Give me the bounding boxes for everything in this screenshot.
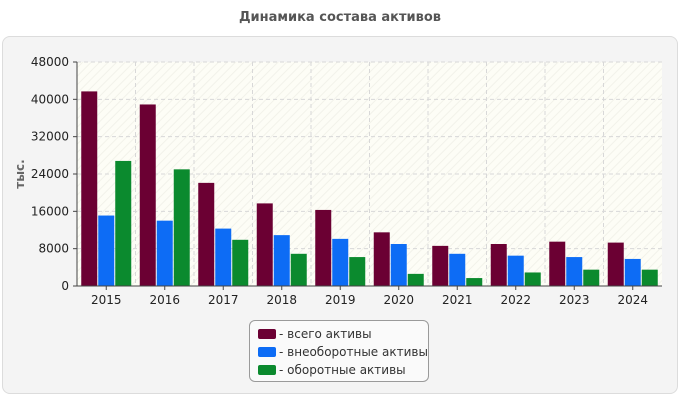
bar-2021-series-0 xyxy=(432,245,449,286)
bar-2022-series-1 xyxy=(507,255,524,286)
bar-2018-series-0 xyxy=(256,203,273,286)
y-tick-label: 40000 xyxy=(31,92,69,106)
bar-2022-series-2 xyxy=(524,272,541,286)
bar-2019-series-0 xyxy=(315,209,332,286)
bar-2015-series-2 xyxy=(115,160,132,286)
x-tick-label: 2024 xyxy=(617,293,648,307)
bar-2017-series-0 xyxy=(198,182,215,286)
bar-2020-series-1 xyxy=(390,244,407,286)
bar-2018-series-2 xyxy=(290,253,307,286)
y-axis-label: тыс. xyxy=(13,159,27,188)
bar-2018-series-1 xyxy=(273,235,290,286)
bar-2024-series-2 xyxy=(641,269,658,286)
bar-2017-series-1 xyxy=(215,228,232,286)
bar-2015-series-0 xyxy=(81,91,98,287)
y-tick-label: 32000 xyxy=(31,130,69,144)
bar-2016-series-0 xyxy=(139,104,156,286)
y-tick-label: 8000 xyxy=(38,242,69,256)
bar-2023-series-1 xyxy=(566,257,583,286)
y-tick-label: 16000 xyxy=(31,204,69,218)
bar-2020-series-0 xyxy=(373,232,390,286)
y-tick-label: 48000 xyxy=(31,55,69,69)
bar-2021-series-1 xyxy=(449,253,466,286)
x-tick-label: 2016 xyxy=(149,293,180,307)
x-tick-label: 2019 xyxy=(325,293,356,307)
bar-2020-series-2 xyxy=(407,273,424,286)
y-axis-ticks: 0 8000 16000 24000 32000 40000 48000 xyxy=(31,55,77,293)
x-axis-ticks: 2015 2016 2017 2018 2019 2020 2021 2022 2023 2024 xyxy=(91,286,648,307)
legend-swatch-noncurrent xyxy=(258,347,276,357)
x-tick-label: 2015 xyxy=(91,293,122,307)
bar-2022-series-0 xyxy=(490,244,507,286)
legend-swatch-current xyxy=(258,365,276,375)
y-tick-label: 0 xyxy=(61,279,69,293)
x-tick-label: 2018 xyxy=(266,293,297,307)
x-tick-label: 2023 xyxy=(559,293,590,307)
legend-label-total: - всего активы xyxy=(279,327,372,341)
legend-label-noncurrent: - внеоборотные активы xyxy=(279,345,428,359)
gridlines xyxy=(77,61,662,286)
legend-item-total: - всего активы xyxy=(258,325,428,343)
bar-2017-series-2 xyxy=(232,239,249,286)
x-tick-label: 2022 xyxy=(500,293,531,307)
bar-2023-series-0 xyxy=(549,241,566,286)
bar-2019-series-2 xyxy=(349,257,366,286)
chart-title: Динамика состава активов xyxy=(238,10,442,25)
x-tick-label: 2017 xyxy=(208,293,239,307)
bar-2024-series-0 xyxy=(607,242,624,286)
legend-item-noncurrent: - внеоборотные активы xyxy=(258,343,428,361)
bar-2019-series-1 xyxy=(332,238,349,286)
bar-2021-series-2 xyxy=(466,278,483,286)
bar-2024-series-1 xyxy=(624,258,641,286)
bar-2023-series-2 xyxy=(583,269,600,286)
x-tick-label: 2020 xyxy=(383,293,414,307)
bar-2016-series-1 xyxy=(156,220,173,286)
bar-2015-series-1 xyxy=(98,215,115,286)
legend-item-current: - оборотные активы xyxy=(258,361,428,379)
legend-label-current: - оборотные активы xyxy=(279,363,406,377)
y-tick-label: 24000 xyxy=(31,167,69,181)
bars-group xyxy=(81,91,658,287)
legend-swatch-total xyxy=(258,329,276,339)
legend: - всего активы - внеоборотные активы - о… xyxy=(249,320,429,382)
x-tick-label: 2021 xyxy=(442,293,473,307)
bar-2016-series-2 xyxy=(173,169,190,286)
